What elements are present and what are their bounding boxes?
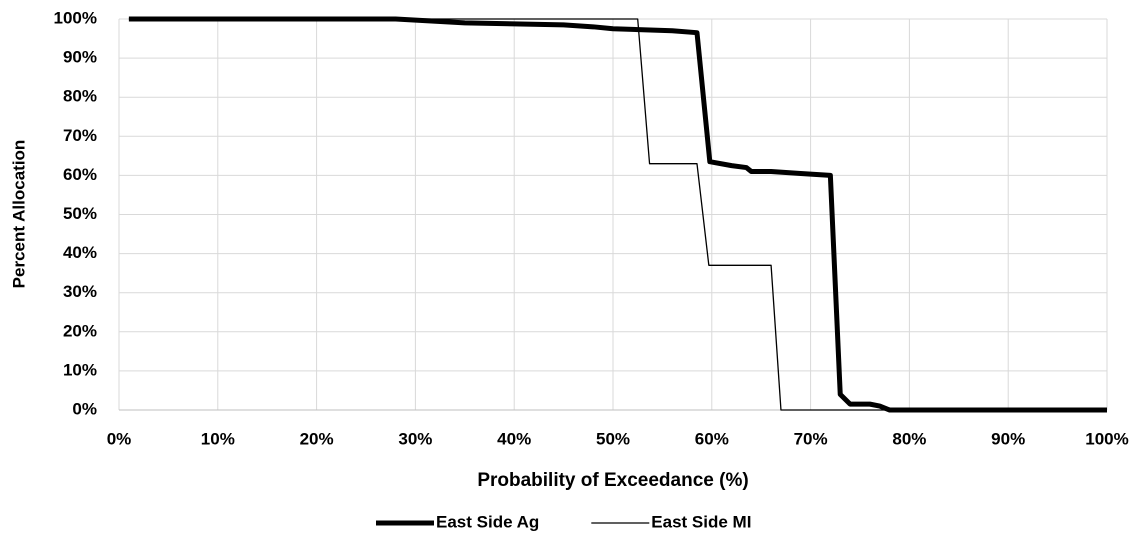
y-axis-title: Percent Allocation <box>9 140 28 289</box>
x-tick-label: 60% <box>695 429 729 448</box>
data-line <box>128 18 1107 411</box>
y-tick-label: 20% <box>63 321 97 340</box>
x-tick-label: 90% <box>991 429 1025 448</box>
y-tick-label: 50% <box>63 204 97 223</box>
legend-label: East Side MI <box>651 512 751 531</box>
data-line <box>128 16 1107 413</box>
x-tick-label: 20% <box>300 429 334 448</box>
y-tick-label: 10% <box>63 360 97 379</box>
y-tick-label: 40% <box>63 243 97 262</box>
y-tick-label: 100% <box>54 8 97 27</box>
x-tick-label: 0% <box>107 429 132 448</box>
y-tick-label: 0% <box>72 399 97 418</box>
legend-label: East Side Ag <box>436 512 539 531</box>
y-tick-label: 90% <box>63 48 97 67</box>
y-tick-label: 60% <box>63 165 97 184</box>
x-tick-label: 10% <box>201 429 235 448</box>
x-axis-title: Probability of Exceedance (%) <box>477 470 748 491</box>
x-tick-label: 100% <box>1085 429 1128 448</box>
x-tick-label: 50% <box>596 429 630 448</box>
x-tick-label: 30% <box>398 429 432 448</box>
y-tick-label: 80% <box>63 87 97 106</box>
y-tick-label: 70% <box>63 126 97 145</box>
x-tick-label: 80% <box>892 429 926 448</box>
x-tick-label: 70% <box>794 429 828 448</box>
x-tick-label: 40% <box>497 429 531 448</box>
y-tick-label: 30% <box>63 282 97 301</box>
